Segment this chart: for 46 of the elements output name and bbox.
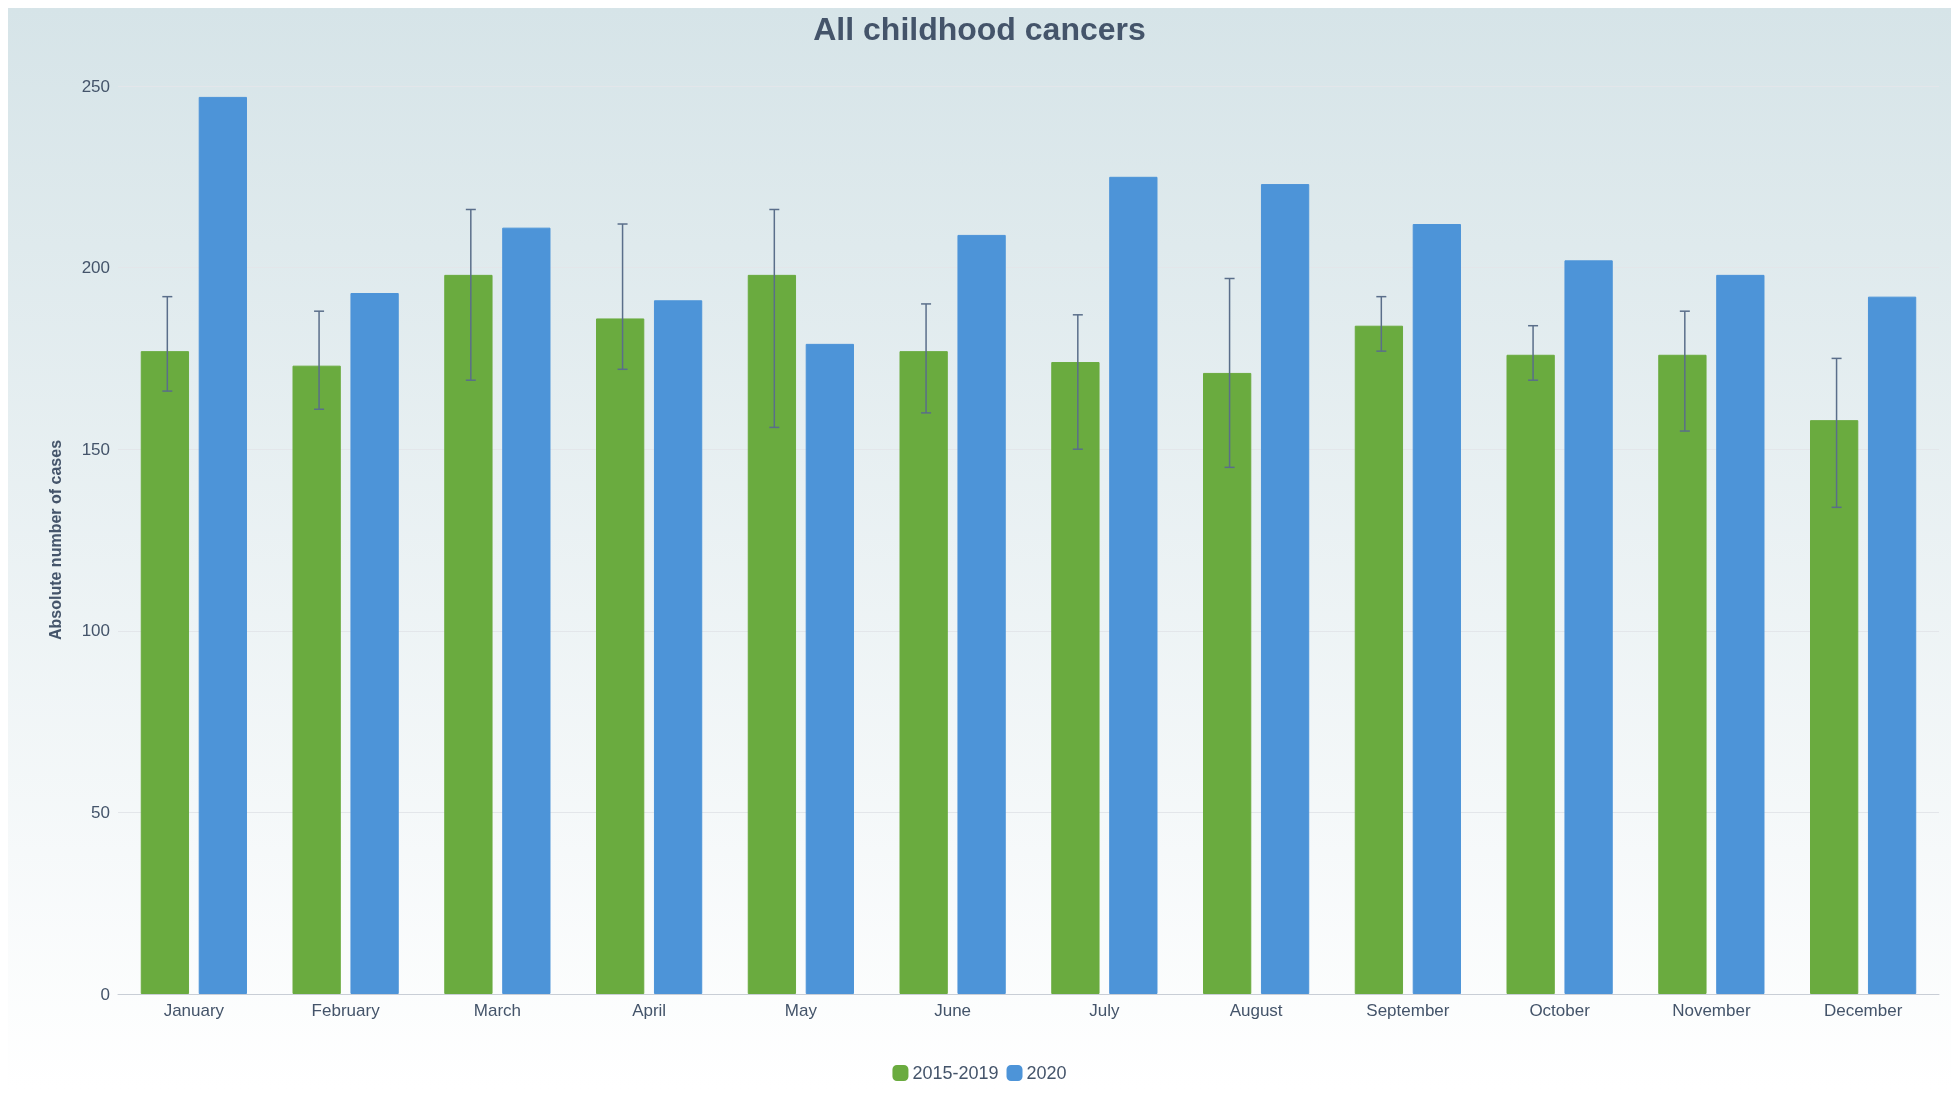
y-tick-label: 200	[81, 258, 110, 278]
x-tick-label: September	[1366, 1001, 1450, 1020]
bar	[805, 343, 854, 994]
x-tick-label: February	[311, 1001, 381, 1020]
bar	[1867, 296, 1917, 994]
y-tick-label: 0	[100, 984, 110, 1004]
legend-label: 2020	[1026, 1063, 1067, 1083]
x-tick-label: March	[473, 1001, 521, 1020]
y-axis-title: Absolute number of cases	[46, 439, 64, 641]
bar	[1658, 354, 1707, 994]
x-tick-label: May	[784, 1001, 818, 1020]
x-tick-label: January	[163, 1001, 225, 1020]
bar	[1260, 184, 1310, 994]
bar	[444, 274, 493, 994]
bar	[747, 274, 797, 994]
bar	[140, 351, 190, 994]
y-tick-label: 250	[81, 76, 110, 96]
bar	[1716, 274, 1765, 994]
y-tick-label: 100	[81, 621, 110, 641]
bar	[350, 293, 399, 994]
bar	[957, 234, 1006, 994]
bar	[1564, 260, 1613, 994]
legend-label: 2015-2019	[912, 1063, 999, 1083]
bar	[1354, 325, 1404, 994]
bar	[1810, 420, 1859, 994]
chart-title: All childhood cancers	[813, 11, 1146, 47]
bar	[198, 96, 247, 994]
bar	[596, 318, 645, 994]
bar	[653, 300, 703, 994]
bar	[1203, 372, 1252, 994]
y-tick-label: 150	[81, 439, 110, 459]
bar	[292, 365, 341, 994]
x-tick-label: November	[1672, 1001, 1751, 1020]
x-tick-label: April	[632, 1001, 667, 1020]
x-tick-label: June	[934, 1001, 972, 1020]
x-tick-label: August	[1229, 1001, 1283, 1020]
bar	[1412, 224, 1461, 994]
y-tick-label: 50	[91, 802, 110, 822]
bar	[1051, 362, 1100, 994]
bar	[1506, 354, 1555, 994]
bar	[502, 227, 551, 994]
x-tick-label: October	[1529, 1001, 1591, 1020]
x-tick-label: December	[1823, 1001, 1903, 1020]
bar	[1109, 176, 1158, 994]
x-tick-label: July	[1089, 1001, 1120, 1020]
bar	[899, 351, 948, 994]
